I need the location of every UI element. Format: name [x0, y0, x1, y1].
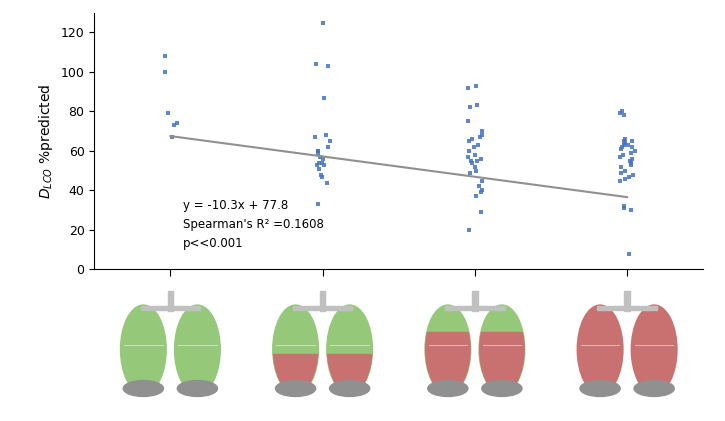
Bar	[624, 291, 630, 311]
Ellipse shape	[428, 381, 468, 397]
Ellipse shape	[577, 305, 623, 394]
Bar	[478, 306, 505, 310]
Ellipse shape	[634, 381, 674, 397]
Bar	[456, 332, 547, 395]
Ellipse shape	[327, 305, 373, 394]
Ellipse shape	[273, 305, 318, 394]
Ellipse shape	[120, 305, 166, 394]
Ellipse shape	[175, 305, 220, 394]
Ellipse shape	[178, 381, 218, 397]
Bar	[320, 291, 326, 311]
Y-axis label: $D_{LCO}$ %predicted: $D_{LCO}$ %predicted	[37, 83, 55, 199]
Bar	[597, 306, 627, 310]
Bar	[326, 306, 352, 310]
Bar	[167, 291, 173, 311]
Bar	[472, 291, 478, 311]
Bar	[402, 332, 494, 395]
Ellipse shape	[330, 381, 370, 397]
Ellipse shape	[479, 305, 525, 394]
Ellipse shape	[631, 305, 677, 394]
Ellipse shape	[425, 305, 471, 394]
Bar	[304, 354, 395, 395]
Bar	[445, 306, 475, 310]
Bar	[173, 306, 200, 310]
Ellipse shape	[482, 381, 522, 397]
Text: y = -10.3x + 77.8
Spearman's R² =0.1608
p<<0.001: y = -10.3x + 77.8 Spearman's R² =0.1608 …	[183, 199, 323, 250]
Ellipse shape	[580, 381, 620, 397]
Bar	[250, 354, 341, 395]
Bar	[141, 306, 170, 310]
Ellipse shape	[276, 381, 315, 397]
Bar	[630, 306, 657, 310]
Ellipse shape	[123, 381, 163, 397]
Bar	[293, 306, 323, 310]
